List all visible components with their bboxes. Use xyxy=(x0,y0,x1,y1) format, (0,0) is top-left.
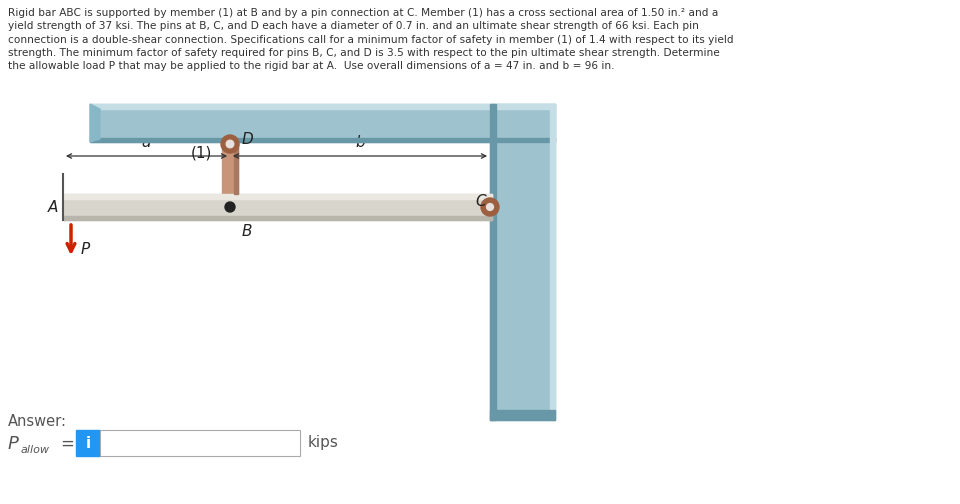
Bar xyxy=(63,194,492,199)
Bar xyxy=(490,410,555,420)
Bar xyxy=(490,104,496,420)
Bar xyxy=(90,138,555,142)
Text: P: P xyxy=(8,435,19,453)
Text: allow: allow xyxy=(21,445,50,455)
Bar xyxy=(222,142,238,194)
Text: P: P xyxy=(81,242,90,258)
Bar xyxy=(550,104,555,420)
Bar xyxy=(63,216,492,220)
Text: Rigid bar ABC is supported by member (1) at B and by a pin connection at C. Memb: Rigid bar ABC is supported by member (1)… xyxy=(8,8,733,72)
Text: A: A xyxy=(48,200,58,215)
Bar xyxy=(90,104,555,142)
Bar xyxy=(490,104,555,420)
Text: i: i xyxy=(85,435,90,451)
Bar xyxy=(100,430,300,456)
Circle shape xyxy=(487,204,493,211)
Text: =: = xyxy=(60,435,74,453)
Circle shape xyxy=(227,140,234,148)
Circle shape xyxy=(221,135,239,153)
Text: kips: kips xyxy=(308,435,339,451)
Text: Answer:: Answer: xyxy=(8,414,67,429)
Bar xyxy=(76,430,100,456)
Text: B: B xyxy=(242,224,252,239)
Circle shape xyxy=(225,202,235,212)
Text: C: C xyxy=(475,194,486,209)
Text: (1): (1) xyxy=(191,146,212,160)
Bar xyxy=(90,104,555,109)
Text: a: a xyxy=(142,135,151,150)
Text: b: b xyxy=(355,135,365,150)
Circle shape xyxy=(481,198,499,216)
Polygon shape xyxy=(90,104,100,142)
Bar xyxy=(63,194,492,220)
Bar xyxy=(234,142,238,194)
Text: D: D xyxy=(242,133,253,148)
